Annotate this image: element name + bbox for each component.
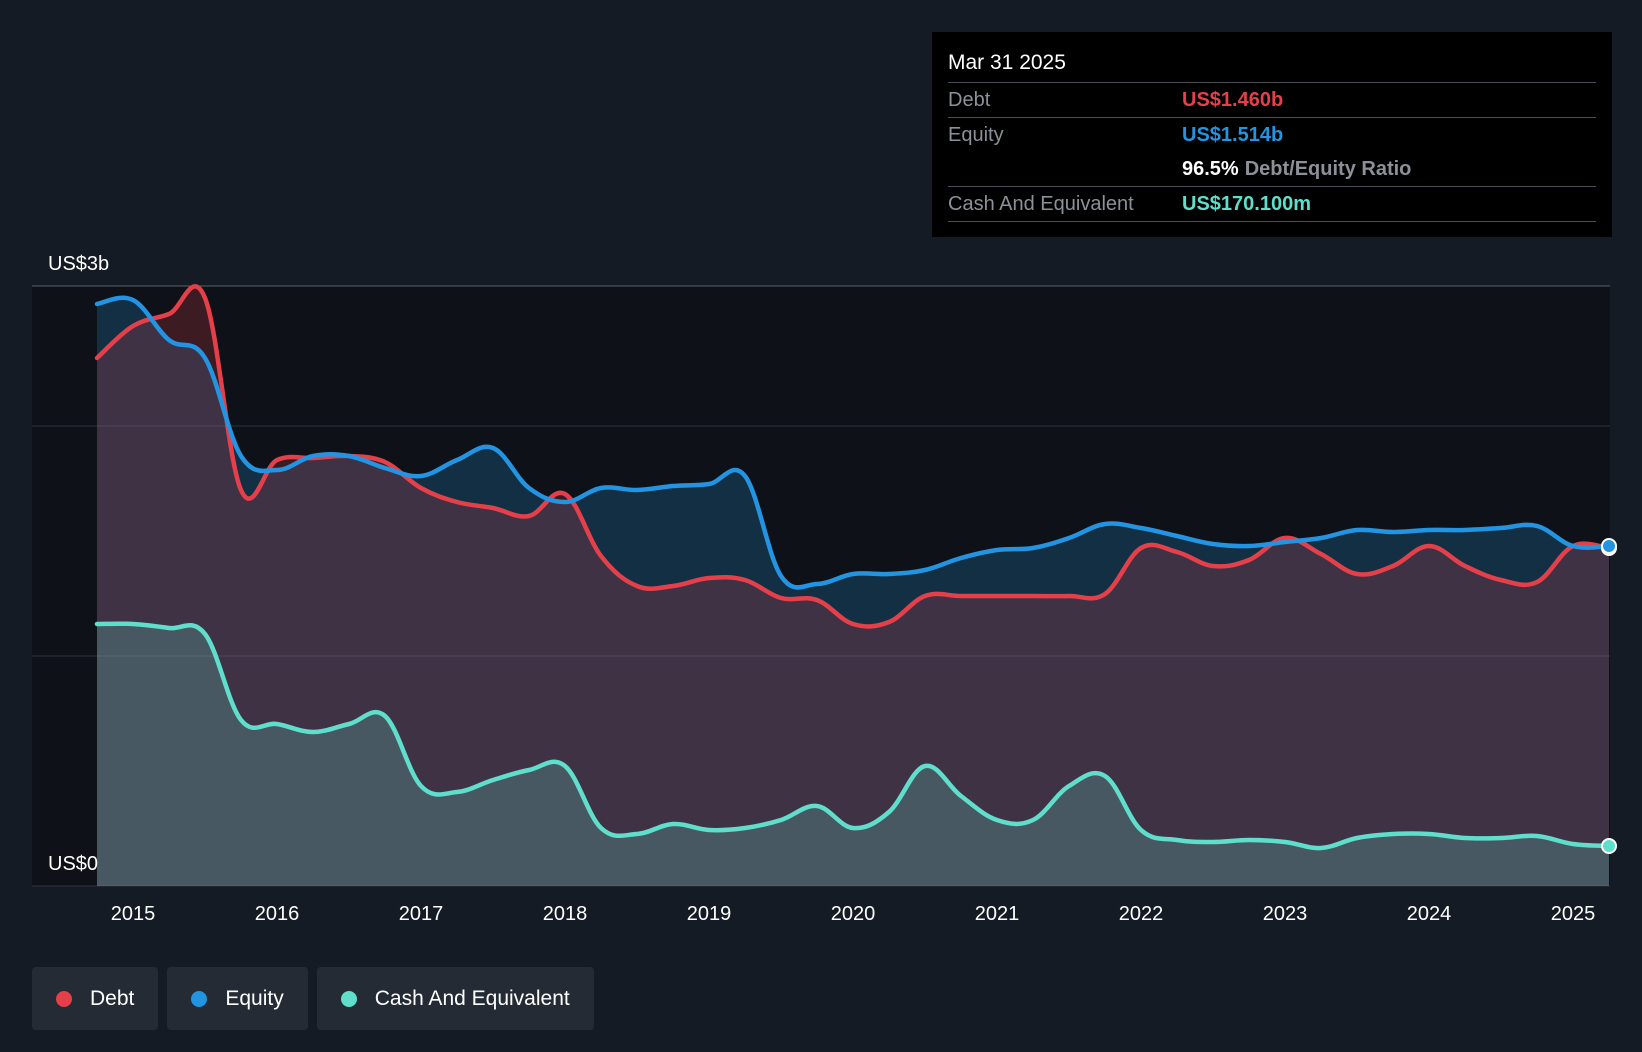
tooltip-debt-value: US$1.460b — [1182, 89, 1284, 111]
x-tick-label: 2015 — [111, 903, 156, 925]
chart-legend: Debt Equity Cash And Equivalent — [32, 967, 594, 1030]
cash-line — [94, 621, 1612, 851]
debt-dot-icon — [56, 990, 72, 1007]
legend-debt-label: Debt — [90, 986, 135, 1010]
equity-dot-icon — [191, 990, 208, 1007]
tooltip-cash-row: Cash And Equivalent US$170.100m — [948, 187, 1596, 222]
tooltip-debt-label: Debt — [948, 89, 991, 111]
x-tick-label: 2017 — [399, 903, 444, 925]
tooltip-debt-row: Debt US$1.460b — [948, 83, 1596, 118]
x-tick-label: 2021 — [975, 903, 1020, 925]
x-tick-label: 2023 — [1263, 903, 1308, 925]
tooltip-date: Mar 31 2025 — [948, 46, 1596, 83]
tooltip-ratio-row: 96.5% Debt/Equity Ratio — [948, 152, 1596, 187]
cash-dot-icon — [340, 990, 357, 1007]
equity-end-marker — [1601, 538, 1617, 554]
x-tick-label: 2016 — [255, 903, 300, 925]
legend-item-debt[interactable]: Debt — [32, 967, 159, 1030]
tooltip-ratio-label: Debt/Equity Ratio — [1244, 158, 1412, 180]
tooltip-equity-row: Equity US$1.514b — [948, 118, 1596, 152]
tooltip-cash-value: US$170.100m — [1182, 193, 1311, 215]
legend-cash-label: Cash And Equivalent — [374, 986, 570, 1010]
x-tick-label: 2020 — [831, 903, 876, 925]
equity-area — [97, 297, 1609, 886]
x-tick-label: 2024 — [1407, 903, 1452, 925]
x-tick-label: 2019 — [687, 903, 732, 925]
tooltip-ratio-value: 96.5% — [1182, 158, 1239, 180]
y-axis-top-label: US$3b — [48, 253, 109, 275]
x-tick-label: 2018 — [543, 903, 588, 925]
x-tick-label: 2022 — [1119, 903, 1164, 925]
plot-background — [32, 286, 1610, 886]
legend-item-equity[interactable]: Equity — [167, 967, 308, 1030]
legend-equity-label: Equity — [225, 986, 284, 1010]
legend-item-cash[interactable]: Cash And Equivalent — [316, 967, 594, 1030]
cash-area — [97, 623, 1609, 886]
debt-area — [97, 286, 1609, 886]
tooltip-panel: Mar 31 2025 Debt US$1.460b Equity US$1.5… — [932, 32, 1612, 237]
tooltip-cash-label: Cash And Equivalent — [948, 193, 1134, 215]
tooltip-ratio-spacer — [948, 152, 1182, 186]
tooltip-equity-label: Equity — [948, 124, 1004, 146]
equity-line — [94, 295, 1612, 590]
tooltip-equity-value: US$1.514b — [1182, 124, 1284, 146]
x-tick-label: 2025 — [1551, 903, 1596, 925]
cash-end-marker — [1601, 838, 1617, 854]
y-axis-bottom-label: US$0 — [48, 853, 98, 875]
